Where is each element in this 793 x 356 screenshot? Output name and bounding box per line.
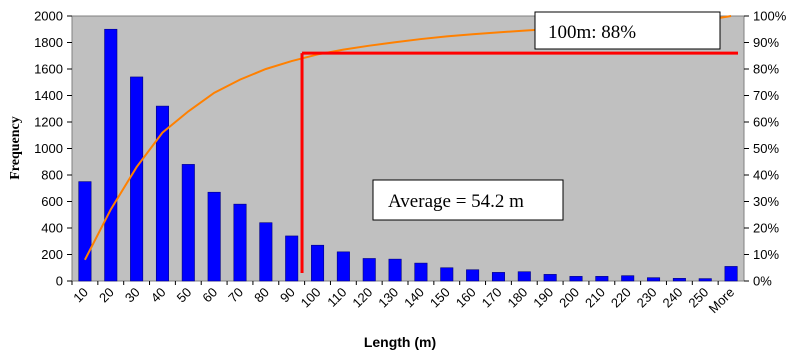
y2-tick-label: 70% (753, 88, 779, 103)
y-tick-label: 400 (41, 221, 63, 236)
x-tick-label: More (706, 285, 738, 317)
plot-area (71, 15, 745, 282)
bar-110 (336, 251, 350, 282)
bar-More (724, 266, 738, 282)
y-tick-label: 600 (41, 194, 63, 209)
x-tick-label: 210 (582, 285, 608, 311)
x-tick-label: 140 (401, 285, 427, 311)
average-annotation-box (372, 179, 564, 221)
x-tick-label: 30 (122, 285, 143, 306)
x-tick-label: 190 (530, 285, 556, 311)
percent-100m-annotation-box (534, 11, 721, 50)
average-annotation: Average = 54.2 m (372, 179, 564, 221)
y-tick-label: 2000 (34, 9, 63, 24)
x-tick-label: 130 (375, 285, 401, 311)
x-axis-title: Length (m) (364, 334, 436, 350)
x-tick-label: 70 (225, 285, 246, 306)
bar-200 (569, 276, 583, 282)
x-tick-label: 100 (298, 285, 324, 311)
bar-230 (647, 277, 661, 282)
bar-40 (155, 105, 169, 282)
bar-10 (78, 181, 92, 282)
y2-tick-label: 20% (753, 221, 779, 236)
x-tick-label: 200 (556, 285, 582, 311)
bar-80 (259, 222, 273, 282)
y-tick-label: 1400 (34, 88, 63, 103)
y2-tick-label: 10% (753, 247, 779, 262)
bar-50 (181, 164, 195, 282)
percent-100m-annotation: 100m: 88% (534, 11, 721, 50)
y-tick-label: 1200 (34, 115, 63, 130)
y2-tick-label: 50% (753, 141, 779, 156)
x-tick-label: 60 (199, 285, 220, 306)
bar-140 (414, 262, 428, 282)
x-tick-label: 120 (349, 285, 375, 311)
x-tick-label: 10 (70, 285, 91, 306)
bar-100 (311, 244, 325, 282)
x-tick-label: 80 (251, 285, 272, 306)
bar-180 (517, 271, 531, 282)
bar-250 (698, 278, 712, 282)
bar-70 (233, 203, 247, 282)
y2-tick-label: 30% (753, 194, 779, 209)
x-tick-label: 160 (453, 285, 479, 311)
x-tick-label: 50 (174, 285, 195, 306)
bar-20 (104, 28, 118, 282)
x-tick-label: 230 (634, 285, 660, 311)
x-tick-label: 180 (504, 285, 530, 311)
percent-100m-annotation-text: 100m: 88% (548, 22, 636, 43)
y-tick-label: 1800 (34, 35, 63, 50)
average-annotation-text: Average = 54.2 m (388, 191, 524, 212)
bar-170 (491, 272, 505, 282)
bar-90 (285, 235, 299, 282)
bar-220 (621, 275, 635, 282)
y-tick-label: 200 (41, 247, 63, 262)
y2-tick-label: 90% (753, 35, 779, 50)
y2-tick-label: 80% (753, 62, 779, 77)
x-tick-label: 20 (96, 285, 117, 306)
x-tick-label: 110 (324, 285, 349, 310)
x-tick-label: 90 (277, 285, 298, 306)
y2-tick-label: 0% (753, 274, 772, 289)
bar-160 (466, 269, 480, 282)
bar-130 (388, 258, 402, 282)
y-tick-label: 0 (56, 274, 63, 289)
y-axis-title: Frequency (8, 116, 23, 180)
x-tick-label: 240 (660, 285, 686, 311)
x-tick-label: 170 (479, 285, 505, 311)
y-tick-label: 800 (41, 168, 63, 183)
bar-240 (672, 278, 686, 282)
x-tick-label: 220 (608, 285, 634, 311)
y2-tick-label: 40% (753, 168, 779, 183)
bar-120 (362, 258, 376, 282)
bar-190 (543, 274, 557, 282)
y2-tick-label: 60% (753, 115, 779, 130)
bar-210 (595, 276, 609, 282)
y-tick-label: 1600 (34, 62, 63, 77)
y2-tick-label: 100% (753, 9, 787, 24)
bar-150 (440, 267, 454, 282)
y-tick-label: 1000 (34, 141, 63, 156)
x-tick-label: 40 (148, 285, 169, 306)
bar-30 (130, 76, 144, 282)
bar-60 (207, 191, 221, 282)
x-tick-label: 150 (427, 285, 453, 311)
